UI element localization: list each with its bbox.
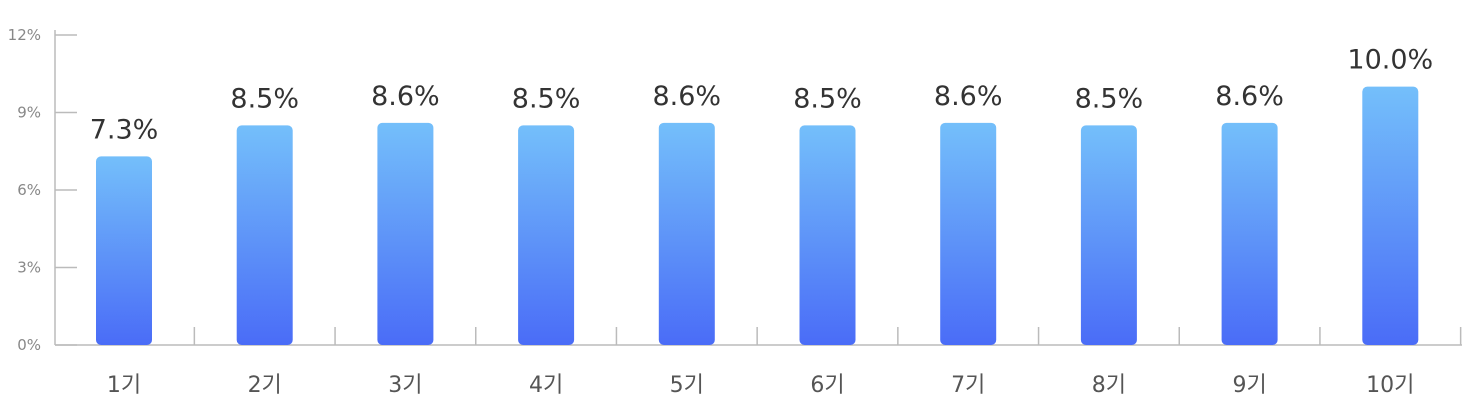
x-category-label: 7기 xyxy=(951,373,985,398)
x-category-label: 5기 xyxy=(670,373,704,398)
bar xyxy=(658,122,715,345)
y-tick-label: 0% xyxy=(17,336,41,354)
chart-labels: 7.3% 1기 8.5% 2기 8.6% 3기 8.5% 4기 8.6% 5기 8.5% 6기 8.6%… xyxy=(90,45,1433,398)
x-category-label: 9기 xyxy=(1232,373,1266,398)
x-category-label: 6기 xyxy=(810,373,844,398)
y-tick-label: 6% xyxy=(17,181,41,199)
bar-value-label: 8.5% xyxy=(512,83,581,114)
x-category-label: 3기 xyxy=(388,373,422,398)
bar xyxy=(799,125,856,346)
bar-value-label: 8.5% xyxy=(230,83,299,114)
bar-value-label: 8.5% xyxy=(1075,83,1144,114)
bar-value-label: 8.6% xyxy=(371,81,440,112)
y-tick-label: 9% xyxy=(17,104,41,122)
bar xyxy=(940,122,997,345)
bar-value-label: 10.0% xyxy=(1347,45,1433,76)
y-tick-label: 3% xyxy=(17,259,41,277)
y-tick-label: 12% xyxy=(8,26,41,44)
bar-value-label: 8.6% xyxy=(652,81,721,112)
bar xyxy=(518,125,575,346)
bar xyxy=(236,125,293,346)
bar-value-label: 8.5% xyxy=(793,83,862,114)
bar xyxy=(1362,86,1419,346)
bar xyxy=(96,156,152,345)
x-category-label: 8기 xyxy=(1092,373,1126,398)
x-category-label: 1기 xyxy=(107,373,141,398)
chart-bars xyxy=(96,86,1419,346)
bar-value-label: 8.6% xyxy=(934,81,1003,112)
bar xyxy=(1080,125,1137,346)
x-category-label: 10기 xyxy=(1366,373,1414,398)
bar xyxy=(377,122,434,345)
x-category-label: 4기 xyxy=(529,373,563,398)
bar-value-label: 7.3% xyxy=(90,114,159,145)
bar xyxy=(1221,122,1278,345)
x-category-label: 2기 xyxy=(248,373,282,398)
bar-value-label: 8.6% xyxy=(1215,81,1284,112)
